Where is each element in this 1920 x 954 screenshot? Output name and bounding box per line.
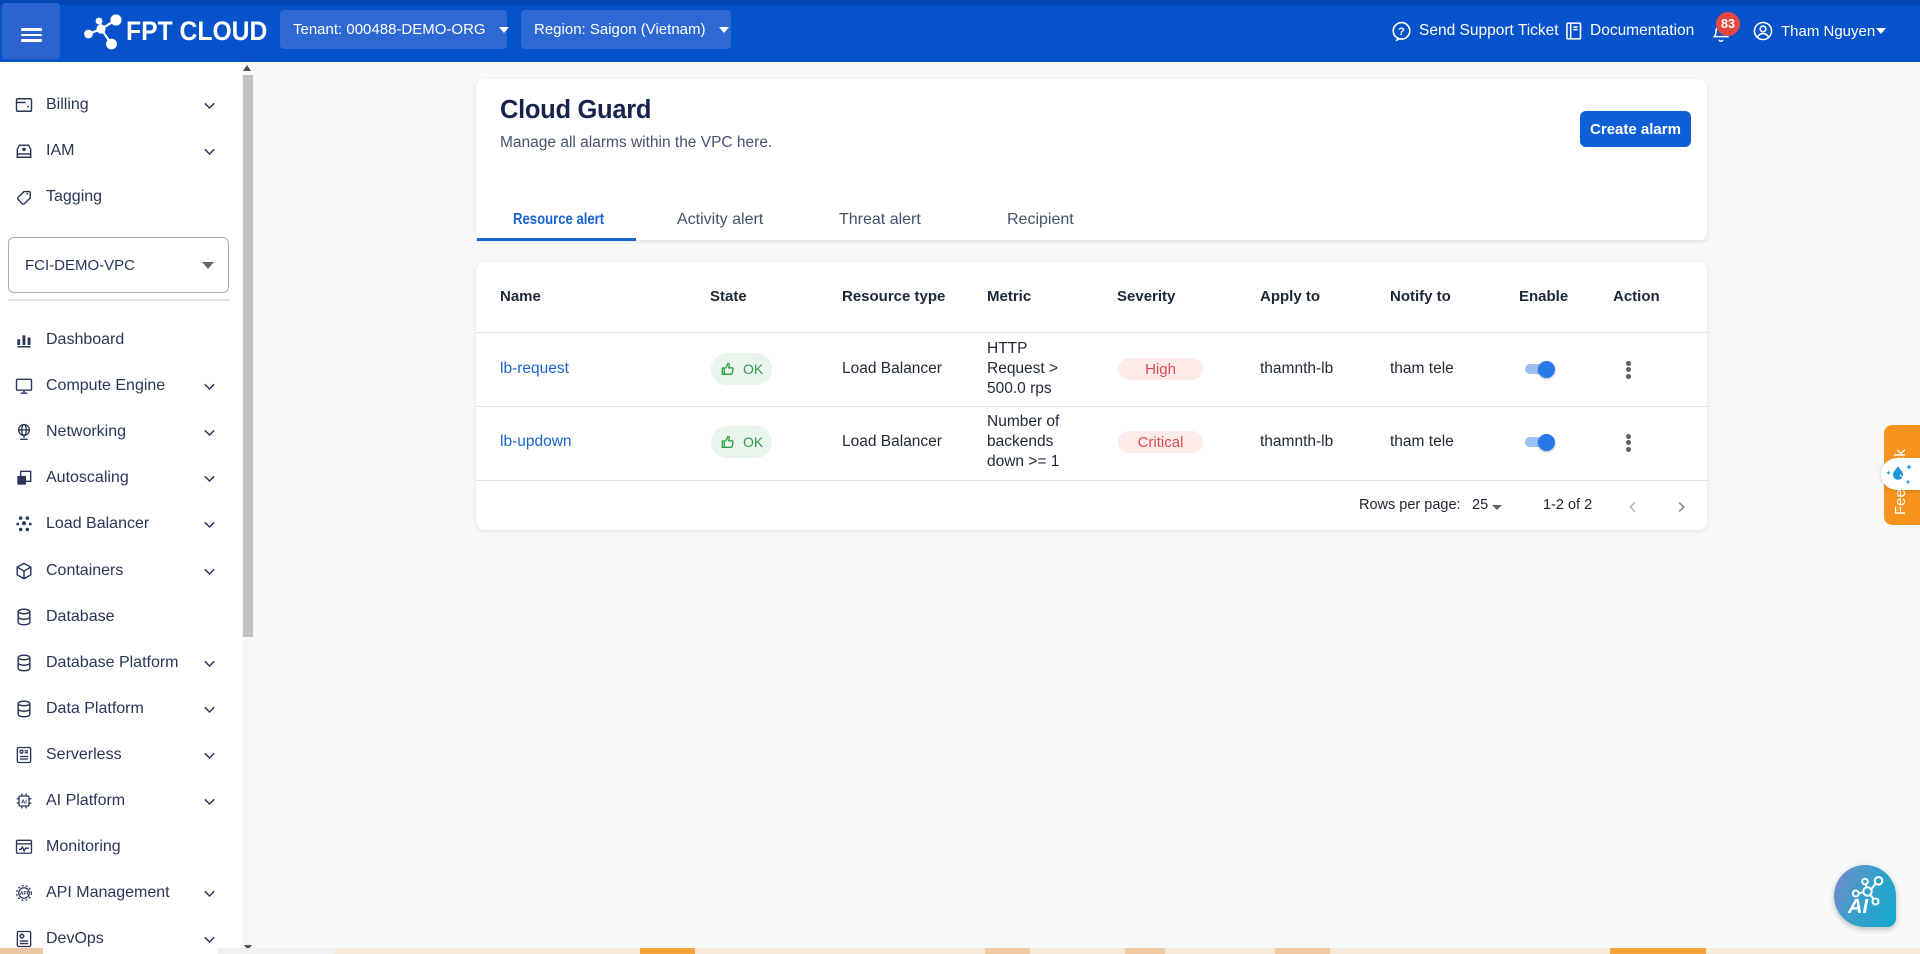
svg-text:?: ? (1398, 25, 1405, 37)
svg-text:API: API (20, 891, 29, 897)
svg-text:AI: AI (21, 799, 27, 805)
svg-text:AI: AI (1847, 896, 1868, 918)
